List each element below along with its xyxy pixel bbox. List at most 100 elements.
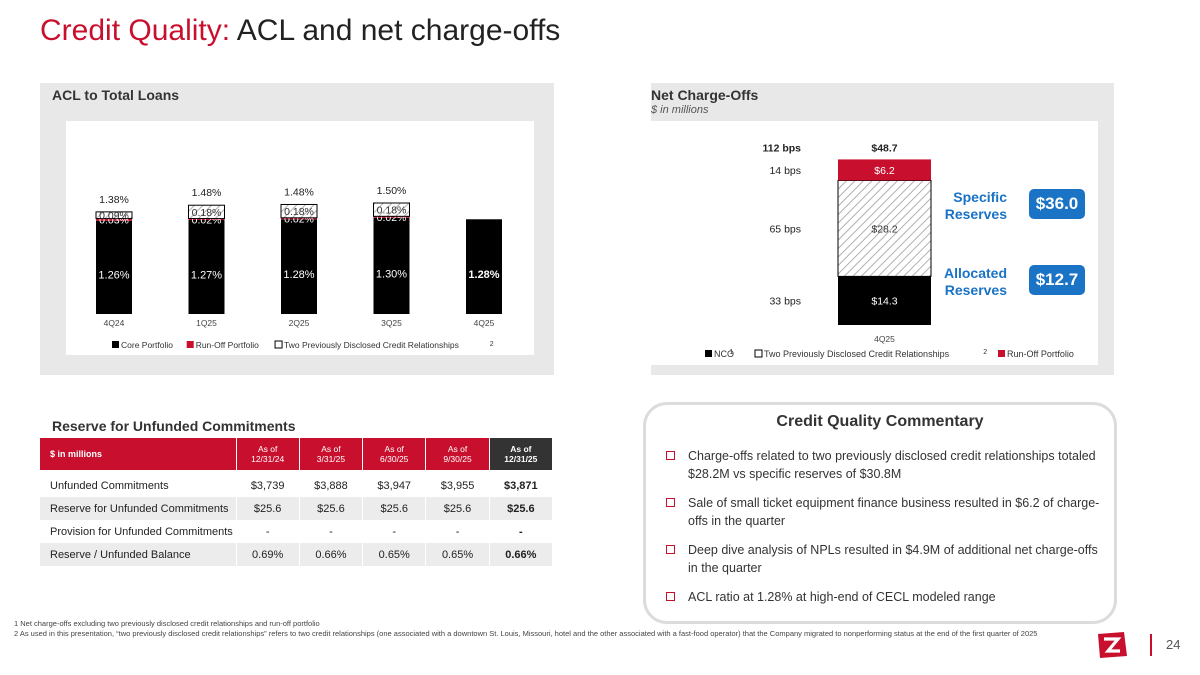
table-cell: $3,888: [299, 474, 364, 497]
table-row: Provision for Unfunded Commitments - - -…: [40, 520, 554, 543]
bar-0: [373, 217, 410, 314]
table-row: Unfunded Commitments $3,739 $3,888 $3,94…: [40, 474, 554, 497]
list-item: Sale of small ticket equipment finance b…: [666, 494, 1106, 530]
reserve-table-title: Reserve for Unfunded Commitments: [52, 418, 296, 434]
table-cell: 0.65%: [362, 543, 427, 566]
acl-panel-title: ACL to Total Loans: [52, 87, 180, 103]
data-label: 1.28%: [283, 269, 314, 281]
legend-item: Two Previously Disclosed Credit Relation…: [764, 349, 950, 359]
bar-2: [95, 211, 133, 220]
data-label: 1.27%: [191, 269, 222, 281]
total-label: 1.48%: [192, 187, 222, 199]
legend-swatch: [112, 341, 119, 348]
header-cell: $ in millions: [40, 438, 237, 470]
legend-swatch: [705, 350, 712, 357]
acl-chart-area: 1.26% 0.03% 0.09% 1.38% 4Q24 1.27% 0.02% 0.18% 1…: [66, 121, 534, 355]
bar-2: [373, 202, 410, 217]
table-cell: $25.6: [425, 497, 490, 520]
allocated-reserves-value: $12.7: [1029, 265, 1085, 295]
specific-reserves-value: $36.0: [1029, 189, 1085, 219]
data-label: $14.3: [871, 296, 897, 308]
table-row: Reserve / Unfunded Balance 0.69% 0.66% 0…: [40, 543, 554, 566]
bar-1: [96, 218, 132, 221]
table-cell: $25.6: [299, 497, 364, 520]
allocated-reserves-label-line2: Reserves: [944, 282, 1007, 298]
bar-2: [188, 204, 225, 220]
page-title-prefix: Credit Quality:: [40, 14, 231, 47]
list-item: Deep dive analysis of NPLs resulted in $…: [666, 541, 1106, 577]
company-logo-icon: [1098, 632, 1127, 658]
page-number: 24: [1166, 637, 1181, 652]
page-title-main: ACL and net charge-offs: [236, 14, 561, 47]
list-item: ACL ratio at 1.28% at high-end of CECL m…: [666, 588, 1106, 606]
total-bps-label: 112 bps: [762, 142, 801, 154]
data-label: 1.26%: [98, 270, 129, 282]
nco-panel-title: Net Charge-Offs: [651, 87, 759, 103]
data-label: 1.30%: [376, 268, 407, 280]
bar-1: [373, 216, 410, 218]
table-cell: Unfunded Commitments: [40, 474, 237, 497]
footnotes: 1 Net charge-offs excluding two previous…: [14, 619, 1104, 639]
checkbox-bullet-icon: [666, 592, 675, 601]
acl-chart: 1.26%0.03%0.09%1.38%4Q241.27%0.02%0.18%1…: [95, 185, 502, 350]
table-cell: Reserve / Unfunded Balance: [40, 543, 237, 566]
commentary-list: Charge-offs related to two previously di…: [666, 447, 1106, 617]
legend-item: Run-Off Portfolio: [196, 340, 259, 350]
table-cell: $25.6: [236, 497, 300, 520]
nco-chart-area: $14.3 33 bps $28.2 65 bps $6.2 14 bps 112 bps $…: [651, 121, 1098, 365]
nco-chart: $14.3 33 bps $28.2 65 bps $6.2 14 bps 112 bps $…: [705, 142, 1074, 359]
table-cell: $25.6: [489, 497, 554, 520]
header-cell: As of 9/30/25: [425, 438, 490, 470]
reserve-table-header: $ in millions As of 12/31/24 As of 3/31/25…: [40, 438, 554, 470]
x-tick-label: 4Q24: [104, 318, 125, 328]
table-cell: 0.69%: [236, 543, 300, 566]
table-cell: -: [362, 520, 427, 543]
nco-panel: Net Charge-Offs $ in millions $14.3 33 bp…: [651, 83, 1114, 375]
specific-reserves-label: Specific Reserves: [925, 189, 1007, 223]
x-tick-label: 4Q25: [874, 334, 895, 344]
bar-0: [466, 219, 502, 314]
table-cell: -: [425, 520, 490, 543]
data-label: 0.18%: [284, 206, 314, 218]
legend-item: Core Portfolio: [121, 340, 173, 350]
x-tick-label: 1Q25: [196, 318, 217, 328]
total-label: 1.48%: [284, 186, 314, 198]
bar-2: [838, 159, 931, 181]
table-cell: -: [236, 520, 300, 543]
specific-reserves-label-line2: Reserves: [944, 206, 1007, 222]
table-cell: 0.65%: [425, 543, 490, 566]
allocated-reserves-label: Allocated Reserves: [925, 265, 1007, 299]
data-label: 0.18%: [377, 205, 407, 217]
reserve-table: $ in millions As of 12/31/24 As of 3/31/25…: [40, 438, 554, 566]
legend-superscript: 2: [490, 341, 494, 348]
x-tick-label: 3Q25: [381, 318, 402, 328]
checkbox-bullet-icon: [666, 545, 675, 554]
table-cell: Provision for Unfunded Commitments: [40, 520, 237, 543]
x-tick-label: 4Q25: [474, 318, 495, 328]
bar-1: [281, 217, 317, 220]
list-item: Charge-offs related to two previously di…: [666, 447, 1106, 483]
commentary-box: Credit Quality Commentary Charge-offs re…: [643, 402, 1117, 624]
data-label: $28.2: [871, 223, 897, 235]
total-label: 1.50%: [377, 185, 407, 197]
acl-panel: ACL to Total Loans 1.26% 0.03% 0.09% 1.38% 4…: [40, 83, 554, 375]
table-cell: -: [299, 520, 364, 543]
table-cell: 0.66%: [299, 543, 364, 566]
bar-0: [281, 219, 317, 314]
data-label: 1.28%: [468, 269, 499, 281]
legend-item: Run-Off Portfolio: [1007, 349, 1074, 359]
bps-label: 33 bps: [769, 296, 801, 308]
data-label: 0.09%: [99, 210, 129, 222]
data-label: $6.2: [874, 165, 895, 177]
legend-item: NCO: [714, 349, 734, 359]
bps-label: 14 bps: [769, 165, 801, 177]
bar-2: [280, 203, 318, 219]
legend-item: Two Previously Disclosed Credit Relation…: [284, 340, 459, 350]
table-cell: $3,871: [489, 474, 554, 497]
table-cell: Reserve for Unfunded Commitments: [40, 497, 237, 520]
page-divider: [1150, 634, 1152, 656]
table-cell: 0.66%: [489, 543, 554, 566]
legend-swatch: [998, 350, 1005, 357]
total-label: $48.7: [871, 142, 897, 154]
x-tick-label: 2Q25: [289, 318, 310, 328]
